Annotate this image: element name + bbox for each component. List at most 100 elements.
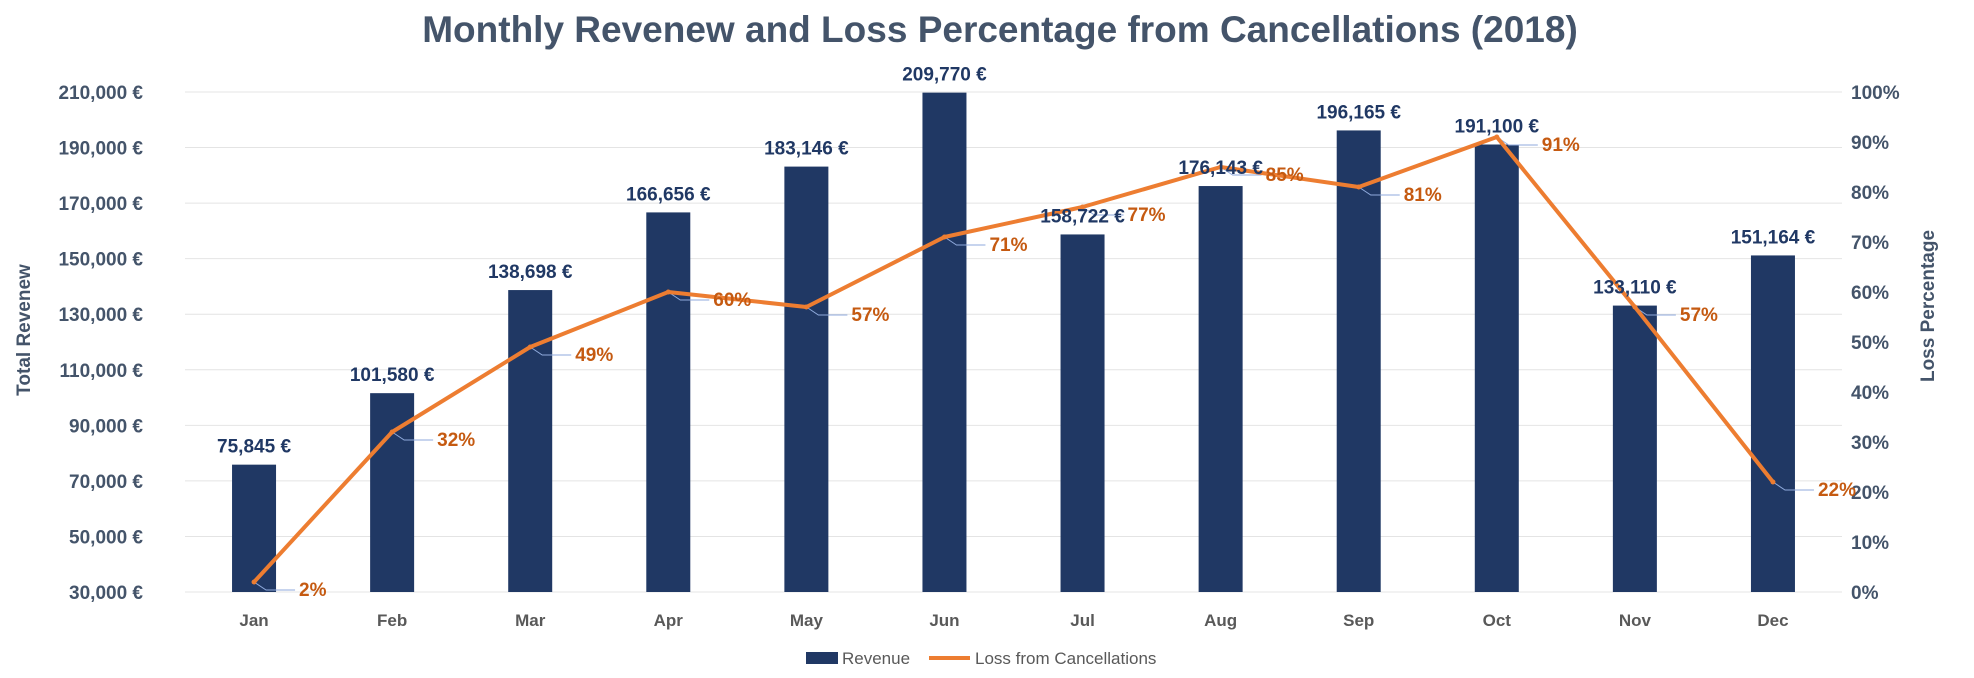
x-tick-label: Dec <box>1757 611 1788 630</box>
x-tick-label: Sep <box>1343 611 1374 630</box>
loss-point-sep <box>1356 184 1362 190</box>
label-leader-lines <box>253 136 1814 591</box>
x-tick-label: Mar <box>515 611 546 630</box>
loss-point-apr <box>665 289 671 295</box>
x-tick-label: Aug <box>1204 611 1237 630</box>
y-tick-label: 190,000 € <box>58 139 143 160</box>
y-right-tick-label: 90% <box>1851 133 1889 154</box>
bar-revenue-jan <box>232 464 277 592</box>
x-tick-label: Jun <box>929 611 959 630</box>
leader-line <box>1772 481 1814 491</box>
revenue-label-jul: 158,722 € <box>1040 206 1125 227</box>
loss-point-feb <box>389 429 395 435</box>
y-right-tick-label: 80% <box>1851 183 1889 204</box>
y-right-tick-label: 40% <box>1851 383 1889 404</box>
loss-label-nov: 57% <box>1680 305 1718 326</box>
revenue-label-sep: 196,165 € <box>1316 102 1401 123</box>
revenue-label-feb: 101,580 € <box>350 365 435 386</box>
data-labels: 75,845 € 101,580 € 138,698 € 166,656 € 183,1… <box>217 65 1856 601</box>
chart-title: Monthly Revenew and Loss Percentage from… <box>422 9 1578 50</box>
revenue-label-apr: 166,656 € <box>626 184 711 205</box>
loss-label-apr: 60% <box>713 290 751 311</box>
leader-line <box>253 581 296 591</box>
loss-series-line <box>252 135 1775 584</box>
loss-line <box>251 134 1776 585</box>
x-tick-label: Feb <box>377 611 407 630</box>
leader-line <box>1220 166 1262 176</box>
loss-point-may <box>803 304 809 310</box>
revenue-label-aug: 176,143 € <box>1178 158 1263 179</box>
x-tick-label: Apr <box>654 611 684 630</box>
leader-line <box>529 346 572 356</box>
x-tick-label: Jul <box>1070 611 1095 630</box>
revenue-label-dec: 151,164 € <box>1731 227 1816 248</box>
revenue-bars <box>232 92 1795 593</box>
loss-point-jun <box>941 234 947 240</box>
y-tick-label: 170,000 € <box>58 194 143 215</box>
right-axis-ticks: 0% 10% 20% 30% 40% 50% 60% 70% 80% 90% 100% <box>1851 83 1900 604</box>
loss-label-dec: 22% <box>1818 480 1856 501</box>
loss-label-sep: 81% <box>1404 185 1442 206</box>
left-axis-title: Total Revenew <box>14 264 35 396</box>
bar-revenue-jul <box>1060 234 1105 592</box>
y-right-tick-label: 20% <box>1851 483 1889 504</box>
y-tick-label: 150,000 € <box>58 250 143 271</box>
y-tick-label: 110,000 € <box>60 361 144 382</box>
leader-line <box>806 306 848 316</box>
revenue-label-jan: 75,845 € <box>217 437 291 458</box>
bar-revenue-jun <box>922 92 967 592</box>
loss-point-jul <box>1080 204 1086 210</box>
y-right-tick-label: 0% <box>1851 583 1879 604</box>
x-axis-ticks: Jan Feb Mar Apr May Jun Jul Aug Sep Oct Nov Dec <box>239 611 1788 630</box>
y-tick-label: 210,000 € <box>58 83 143 104</box>
y-tick-label: 30,000 € <box>69 583 143 604</box>
legend-swatch-revenue <box>806 652 838 664</box>
bar-revenue-dec <box>1750 255 1795 592</box>
y-tick-label: 130,000 € <box>58 305 143 326</box>
loss-label-jul: 77% <box>1128 205 1166 226</box>
revenue-label-mar: 138,698 € <box>488 262 573 283</box>
x-tick-label: Jan <box>239 611 268 630</box>
leader-line <box>944 236 986 246</box>
leader-line <box>1082 206 1124 216</box>
right-axis-title: Loss Percentage <box>1918 230 1939 382</box>
bar-revenue-oct <box>1474 144 1519 592</box>
y-tick-label: 50,000 € <box>69 527 143 548</box>
bar-revenue-mar <box>508 290 553 592</box>
loss-label-mar: 49% <box>575 345 613 366</box>
bar-revenue-sep <box>1336 130 1381 593</box>
revenue-label-jun: 209,770 € <box>902 65 987 86</box>
revenue-label-nov: 133,110 € <box>1593 278 1677 299</box>
left-axis-ticks: 30,000 € 50,000 € 70,000 € 90,000 € 110,000 … <box>58 83 143 604</box>
x-tick-label: Nov <box>1619 611 1652 630</box>
loss-label-may: 57% <box>851 305 889 326</box>
bar-revenue-nov <box>1612 305 1657 592</box>
gridlines <box>185 91 1842 593</box>
loss-label-oct: 91% <box>1542 135 1580 156</box>
y-tick-label: 90,000 € <box>69 416 143 437</box>
legend-label-loss: Loss from Cancellations <box>975 649 1156 668</box>
bar-revenue-apr <box>646 212 691 592</box>
revenue-label-oct: 191,100 € <box>1455 117 1540 138</box>
legend-label-revenue: Revenue <box>842 649 910 668</box>
loss-point-aug <box>1218 164 1224 170</box>
leader-line <box>1358 186 1400 196</box>
loss-label-aug: 85% <box>1266 165 1304 186</box>
y-right-tick-label: 100% <box>1851 83 1900 104</box>
y-right-tick-label: 30% <box>1851 433 1889 454</box>
loss-point-mar <box>527 344 533 350</box>
loss-point-oct <box>1494 134 1500 140</box>
bar-revenue-aug <box>1198 186 1243 592</box>
leader-line <box>668 291 710 301</box>
loss-point-jan <box>251 579 257 585</box>
x-tick-label: Oct <box>1483 611 1512 630</box>
loss-point-dec <box>1770 479 1776 485</box>
legend: Revenue Loss from Cancellations <box>806 649 1156 668</box>
leader-line <box>391 431 434 441</box>
y-right-tick-label: 60% <box>1851 283 1889 304</box>
loss-point-nov <box>1632 304 1638 310</box>
x-tick-label: May <box>790 611 824 630</box>
bar-revenue-feb <box>370 393 415 592</box>
y-right-tick-label: 50% <box>1851 333 1889 354</box>
